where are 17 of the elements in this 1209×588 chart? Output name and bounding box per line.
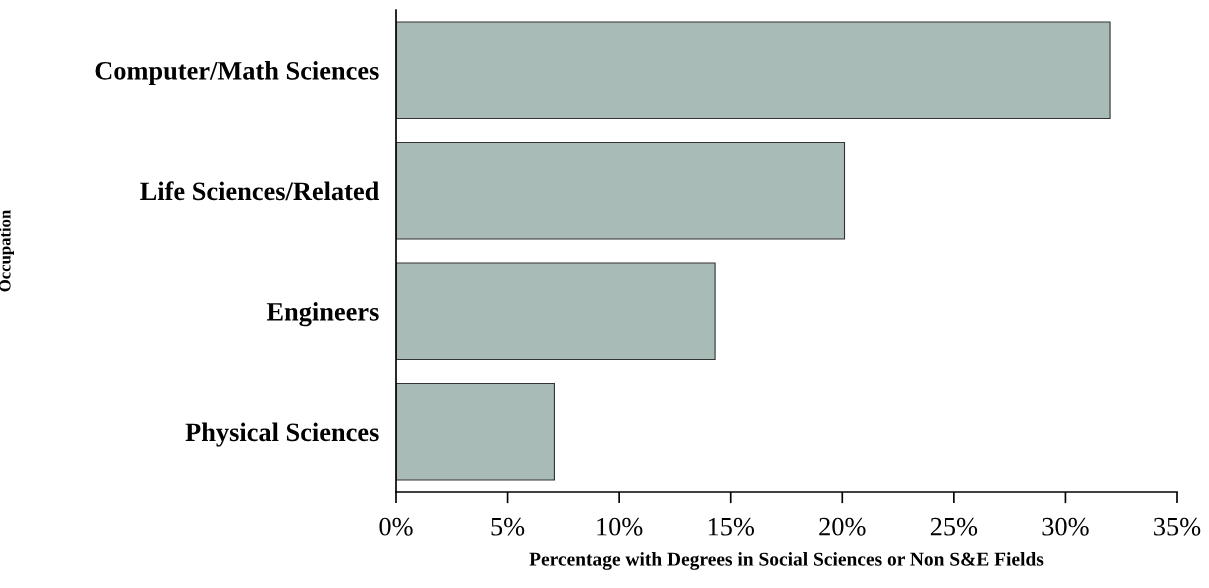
x-tick-label: 20% bbox=[819, 517, 866, 536]
y-tick-label: Life Sciences/Related bbox=[140, 181, 380, 201]
y-tick-label: Physical Sciences bbox=[185, 422, 379, 447]
x-tick-label: 0% bbox=[379, 517, 413, 536]
x-tick-label: 15% bbox=[708, 517, 754, 536]
bar bbox=[396, 262, 716, 361]
x-tick-label: 30% bbox=[1042, 517, 1089, 536]
x-tick-label: 35% bbox=[1154, 517, 1201, 536]
x-tick-label: 10% bbox=[597, 517, 643, 536]
y-tick-label: Engineers bbox=[266, 302, 379, 327]
bar bbox=[396, 21, 1111, 120]
bar bbox=[396, 382, 555, 481]
x-tick-label: 25% bbox=[930, 517, 978, 536]
bar bbox=[396, 141, 846, 240]
y-tick-label: Computer/Math Sciences bbox=[95, 61, 379, 86]
x-axis-title: Percentage with Degrees in Social Sciences or Non S&E Fields bbox=[529, 552, 1044, 570]
x-tick-label: 5% bbox=[491, 517, 525, 536]
